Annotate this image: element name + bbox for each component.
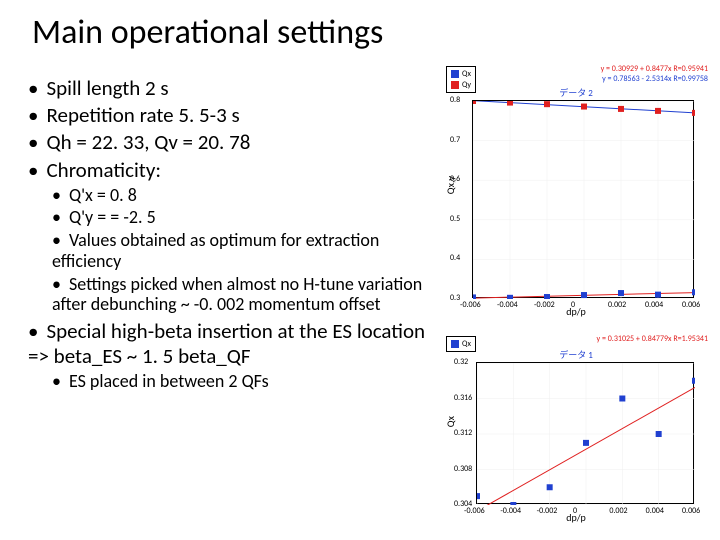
chart-b-legend: Qx <box>446 336 476 352</box>
sub-qpy: Q'y = = -2. 5 <box>52 207 428 228</box>
sub-debunching: Settings picked when almost no H-tune va… <box>52 274 428 315</box>
slide-title: Main operational settings <box>32 12 383 53</box>
slide: Main operational settings Spill length 2… <box>0 0 720 540</box>
bullet-repetition-rate: Repetition rate 5. 5-3 s <box>28 103 428 128</box>
bullet-high-beta: Special high-beta insertion at the ES lo… <box>28 319 428 369</box>
chart-tune-vs-dpp: Qx Qy y = 0.30929 + 0.8477x R=0.95941 y … <box>442 66 710 318</box>
legend-qx: Qx <box>451 69 471 79</box>
chart-a-fit-qy: y = 0.78563 - 2.5314x R=0.99758 <box>602 74 708 84</box>
chart-b-fit-qx: y = 0.31025 + 0.84779x R=1.95341 <box>597 334 708 344</box>
chart-a-fit-qx: y = 0.30929 + 0.8477x R=0.95941 <box>601 64 708 74</box>
bullet-qh-qv: Qh = 22. 33, Qv = 20. 78 <box>28 130 428 155</box>
chart-a-series-title: データ 2 <box>559 86 593 99</box>
sub-chromaticity: Q'x = 0. 8 Q'y = = -2. 5 Values obtained… <box>52 185 428 315</box>
bullet-chromaticity: Chromaticity: <box>28 158 428 183</box>
sub-qpx: Q'x = 0. 8 <box>52 185 428 206</box>
chart-qx-zoom: Qx y = 0.31025 + 0.84779x R=1.95341 データ … <box>442 336 710 524</box>
chart-a-plot-area <box>472 100 694 298</box>
chart-b-series-title: データ 1 <box>559 348 593 361</box>
sub-es-placed: ES placed in between 2 QFs <box>52 371 428 392</box>
sub-es: ES placed in between 2 QFs <box>52 371 428 392</box>
chart-b-plot-area <box>476 362 694 504</box>
sub-optimum: Values obtained as optimum for extractio… <box>52 230 428 271</box>
chart-a-legend: Qx Qy <box>446 66 476 93</box>
legend-b-qx: Qx <box>451 339 471 349</box>
legend-qy: Qy <box>451 80 471 90</box>
bullet-spill-length: Spill length 2 s <box>28 76 428 101</box>
content: Spill length 2 s Repetition rate 5. 5-3 … <box>28 76 428 394</box>
chart-a-xlabel: dp/p <box>566 305 586 318</box>
chart-b-ylabel: Qx <box>444 416 457 427</box>
